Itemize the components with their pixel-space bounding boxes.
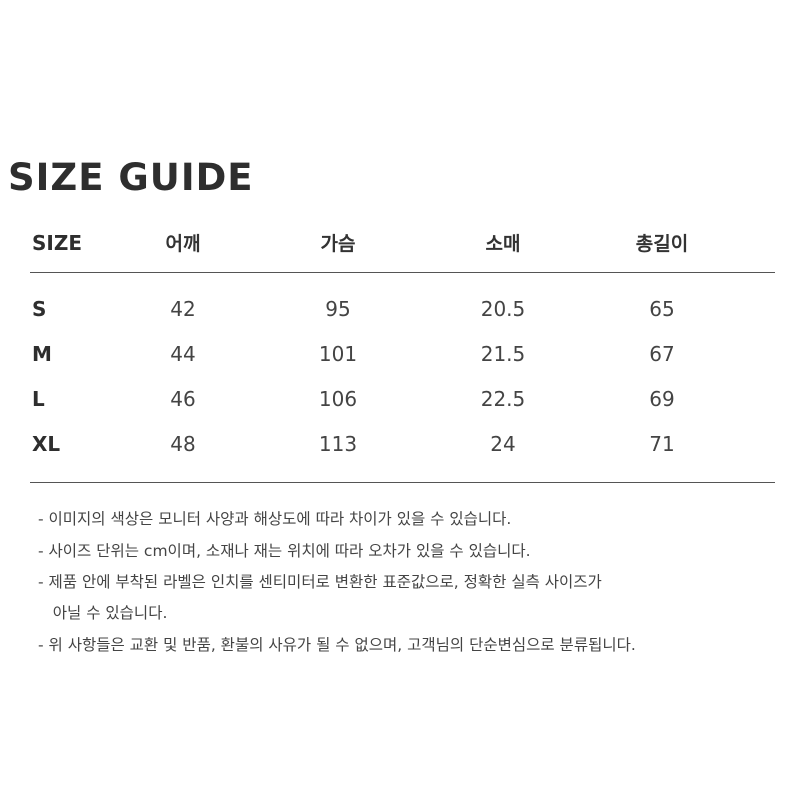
table-cell: 24 [490,432,516,456]
table-cell: 65 [649,297,675,321]
size-label: M [32,342,52,366]
column-header: 어깨 [165,233,201,255]
note-item: 아닐 수 있습니다. [38,604,168,622]
table-cell: 95 [325,297,351,321]
table-cell: 71 [649,432,675,456]
table-cell: 46 [170,387,196,411]
table-cell: 113 [318,432,358,456]
table-cell: 48 [170,432,196,456]
table-cell: 101 [318,342,358,366]
header-size: SIZE [32,231,83,255]
table-cell: 44 [170,342,196,366]
size-label: S [32,297,47,321]
note-item: - 제품 안에 부착된 라벨은 인치를 센티미터로 변환한 표준값으로, 정확한… [38,573,602,591]
column-header: 가슴 [320,233,356,255]
note-item: - 위 사항들은 교환 및 반품, 환불의 사유가 될 수 없으며, 고객님의 … [38,636,636,654]
table-cell: 42 [170,297,196,321]
note-item: - 이미지의 색상은 모니터 사양과 해상도에 따라 차이가 있을 수 있습니다… [38,510,512,528]
table-cell: 69 [649,387,675,411]
table-cell: 22.5 [480,387,526,411]
table-cell: 67 [649,342,675,366]
table-cell: 106 [318,387,358,411]
size-label: XL [32,432,61,456]
note-item: - 사이즈 단위는 cm이며, 소재나 재는 위치에 따라 오차가 있을 수 있… [38,542,531,560]
size-label: L [32,387,45,411]
column-header: 소매 [485,233,521,255]
column-header: 총길이 [635,233,689,255]
table-bottom-divider [30,482,775,483]
table-cell: 20.5 [480,297,526,321]
table-cell: 21.5 [480,342,526,366]
header-divider [30,272,775,273]
page-title: SIZE GUIDE [8,156,254,199]
